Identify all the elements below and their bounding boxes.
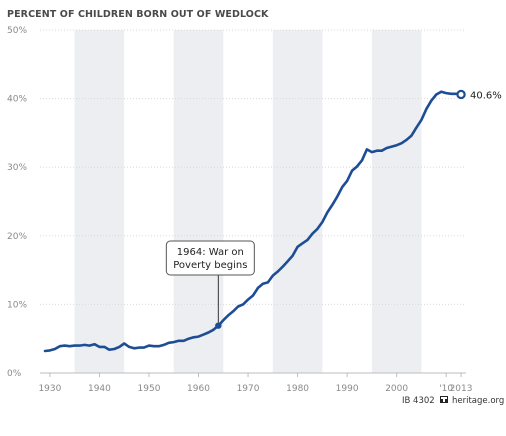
background-band-1995 — [371, 30, 422, 373]
x-tick-label: 1950 — [138, 384, 161, 394]
end-point-marker — [456, 89, 466, 100]
footer-report-id: IB 4302 — [402, 396, 435, 406]
annotation-text-line: Poverty begins — [173, 260, 247, 271]
highlight-point-1964 — [215, 322, 222, 329]
y-axis: 0% 10% 20% 30% 40% 50% — [7, 26, 27, 379]
heritage-bell-icon — [440, 396, 448, 403]
x-tick-label: 2000 — [385, 384, 408, 394]
x-tick-label: 1990 — [336, 384, 359, 394]
series-line — [43, 90, 463, 353]
y-tick-label: 30% — [7, 163, 27, 173]
y-tick-label: 20% — [7, 232, 27, 242]
footer: IB 4302 heritage.org — [402, 396, 504, 406]
x-tick-label: 1930 — [38, 384, 61, 394]
x-tick-label: 1970 — [237, 384, 260, 394]
y-tick-label: 40% — [7, 95, 27, 105]
x-tick-label: 1960 — [187, 384, 210, 394]
y-tick-label: 0% — [7, 369, 22, 379]
gridlines — [40, 29, 466, 374]
annotation-box — [165, 240, 255, 276]
x-tick-label: 2013 — [450, 384, 473, 394]
x-tick-label: '10 — [439, 384, 453, 394]
footer-source: heritage.org — [452, 396, 504, 406]
y-tick-label: 50% — [7, 26, 27, 36]
background-band-1935 — [74, 30, 125, 373]
x-tick-label: 1940 — [88, 384, 111, 394]
annotation-layer: 1964: War on Poverty begins — [165, 240, 255, 323]
x-tick-label: 1980 — [286, 384, 309, 394]
series-layer: 40.6% — [43, 89, 502, 353]
annotation-text-line: 1964: War on — [177, 247, 244, 258]
y-tick-label: 10% — [7, 300, 27, 310]
end-value-label: 40.6% — [470, 90, 502, 101]
background-band-1955 — [173, 30, 224, 373]
chart-title: PERCENT OF CHILDREN BORN OUT OF WEDLOCK — [7, 9, 269, 20]
background-bands — [74, 30, 422, 373]
background-band-1975 — [272, 30, 323, 373]
